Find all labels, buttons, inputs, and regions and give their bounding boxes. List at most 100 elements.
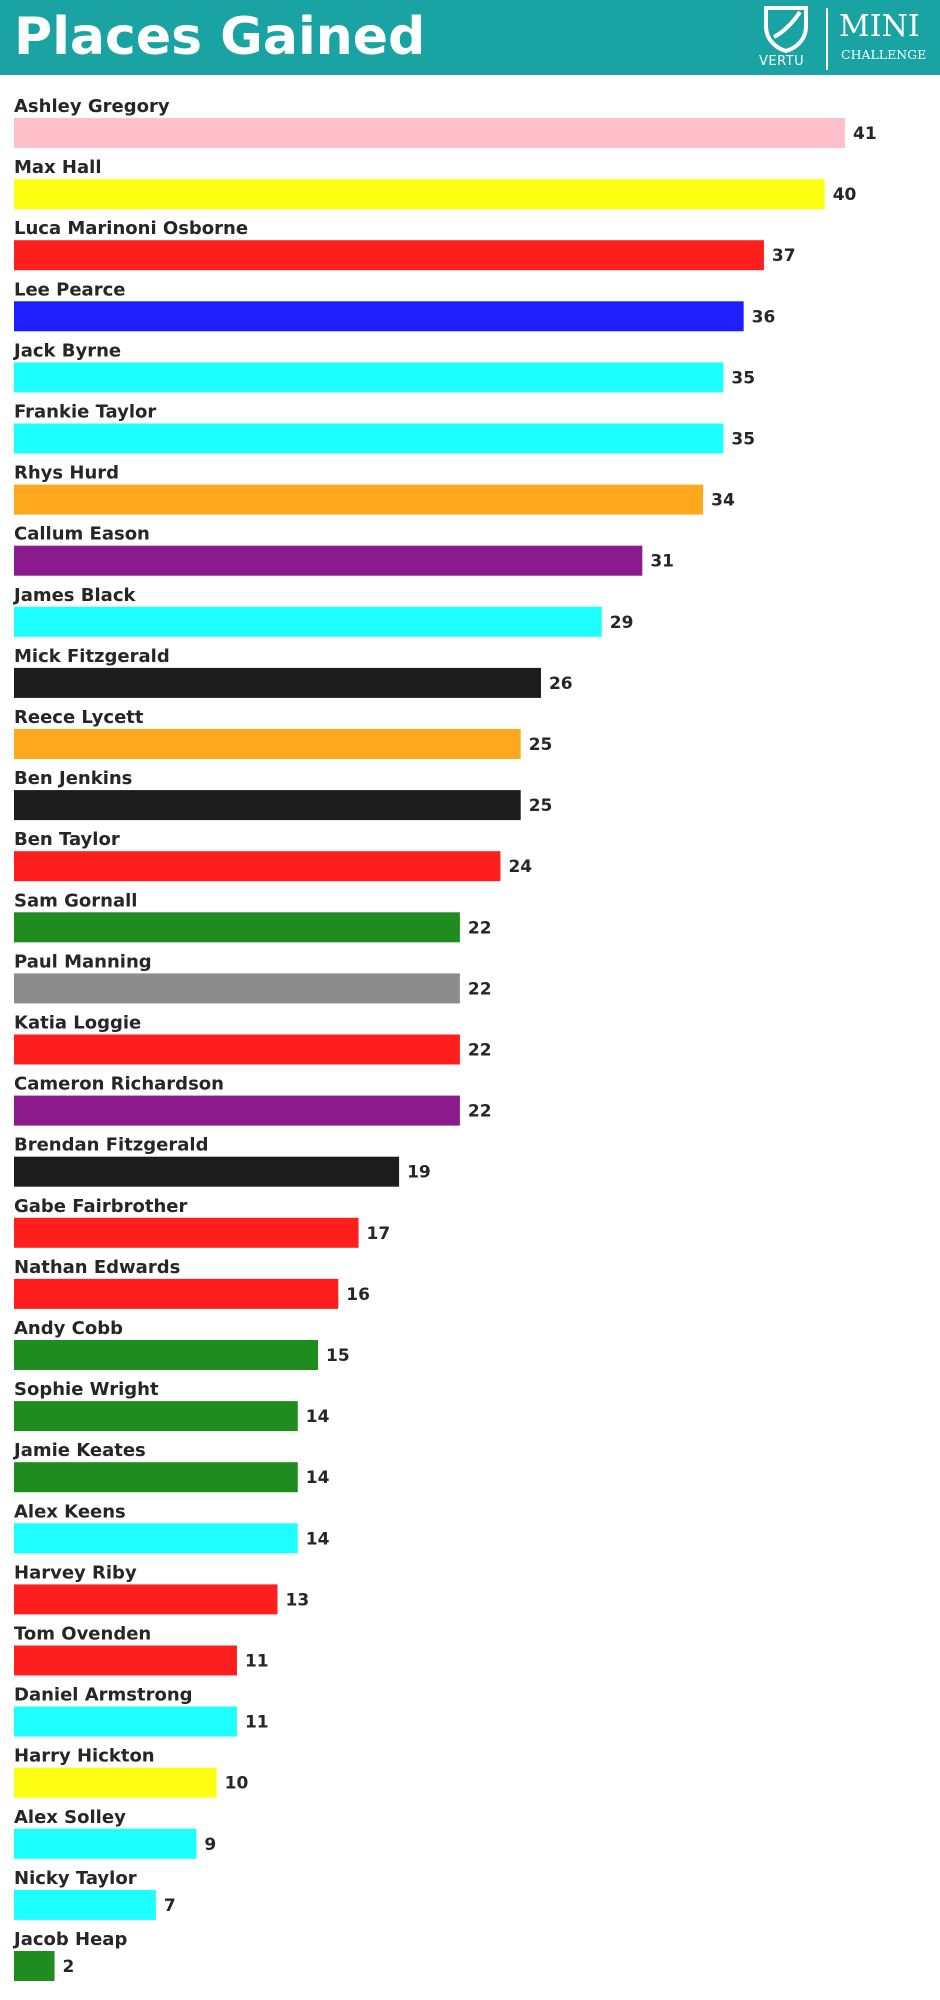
bar-value-label: 2 <box>63 1957 75 1977</box>
bar <box>14 1462 298 1493</box>
bar-label: Ben Jenkins <box>14 768 132 789</box>
bar <box>14 1889 156 1920</box>
bar-value-label: 34 <box>711 491 735 511</box>
bar-label: Jamie Keates <box>12 1440 146 1461</box>
bar-label: Andy Cobb <box>14 1318 123 1339</box>
bar-label: Daniel Armstrong <box>14 1685 193 1706</box>
bar-label: Frankie Taylor <box>14 402 156 423</box>
bar <box>14 1401 298 1432</box>
bar-value-label: 14 <box>306 1529 330 1549</box>
bar-label: Brendan Fitzgerald <box>14 1135 208 1156</box>
bar-value-label: 17 <box>367 1224 391 1244</box>
bar-value-label: 15 <box>326 1346 350 1366</box>
bar-value-label: 36 <box>752 307 776 327</box>
bar-value-label: 11 <box>245 1652 269 1672</box>
bar-value-label: 35 <box>731 430 755 450</box>
bar-label: Gabe Fairbrother <box>14 1196 187 1217</box>
bar <box>14 851 501 882</box>
bar-value-label: 25 <box>529 796 553 816</box>
bar-label: Katia Loggie <box>14 1013 141 1034</box>
bar-label: James Black <box>12 585 136 606</box>
chart-header: Places Gained VERTU MINI CHALLENGE <box>0 0 940 75</box>
bar-value-label: 29 <box>610 613 634 633</box>
bar <box>14 1706 237 1737</box>
bar <box>14 973 460 1004</box>
challenge-text: CHALLENGE <box>841 47 927 62</box>
bar-label: Sam Gornall <box>14 890 137 911</box>
bar <box>14 1156 400 1187</box>
bar <box>14 1217 359 1248</box>
bar-value-label: 22 <box>468 918 492 938</box>
bar <box>14 667 541 698</box>
bar-value-label: 19 <box>407 1163 431 1183</box>
bar <box>14 606 602 637</box>
mini-text: MINI <box>839 9 920 44</box>
bar-value-label: 25 <box>529 735 553 755</box>
bar-label: Alex Solley <box>14 1807 126 1828</box>
bar <box>14 1095 460 1126</box>
bar <box>14 1951 55 1981</box>
bar-label: Max Hall <box>14 157 102 178</box>
vertu-mini-challenge-logo: VERTU MINI CHALLENGE <box>755 4 935 72</box>
bar-label: Ashley Gregory <box>14 96 170 117</box>
bar <box>14 912 460 943</box>
bar-label: Luca Marinoni Osborne <box>14 218 248 239</box>
bar-value-label: 7 <box>164 1896 176 1916</box>
bar-value-label: 11 <box>245 1713 269 1733</box>
bar-value-label: 10 <box>225 1774 249 1794</box>
bar <box>14 1523 298 1554</box>
bar <box>14 729 521 759</box>
chart-title: Places Gained <box>14 7 426 67</box>
bar-value-label: 13 <box>285 1590 309 1610</box>
bar-label: Jacob Heap <box>12 1929 127 1950</box>
bar-label: Rhys Hurd <box>14 463 119 484</box>
bar-label: Nicky Taylor <box>14 1868 137 1889</box>
vertu-brand-text: VERTU <box>759 54 805 69</box>
bar-value-label: 14 <box>306 1468 330 1488</box>
vertu-shield-icon <box>764 6 808 54</box>
bar-value-label: 14 <box>306 1407 330 1427</box>
bar <box>14 484 704 515</box>
bar-value-label: 40 <box>833 185 857 205</box>
bar-label: Callum Eason <box>14 524 150 545</box>
bar <box>14 545 643 576</box>
bar <box>14 1767 217 1798</box>
bar <box>14 240 764 271</box>
bar-label: Alex Keens <box>14 1501 126 1522</box>
bar-value-label: 22 <box>468 979 492 999</box>
bar <box>14 1828 197 1859</box>
bar-label: Harvey Riby <box>14 1562 137 1583</box>
bar <box>14 179 825 210</box>
bar-value-label: 31 <box>650 552 674 572</box>
vertu-logo: VERTU <box>755 4 817 72</box>
bar <box>14 1645 237 1676</box>
bar-value-label: 22 <box>468 1041 492 1061</box>
bar-label: Ben Taylor <box>14 829 120 850</box>
bar-value-label: 22 <box>468 1102 492 1122</box>
bar-label: Sophie Wright <box>14 1379 159 1400</box>
bar-label: Paul Manning <box>14 951 152 972</box>
bar <box>14 118 845 148</box>
bar-label: Reece Lycett <box>14 707 144 728</box>
bar <box>14 423 724 454</box>
bar <box>14 362 724 393</box>
bar-label: Cameron Richardson <box>14 1074 224 1095</box>
bar-value-label: 9 <box>204 1835 216 1855</box>
bar-label: Mick Fitzgerald <box>14 646 170 667</box>
bar <box>14 301 744 332</box>
bar <box>14 790 521 821</box>
bar-label: Harry Hickton <box>14 1746 155 1767</box>
bar-value-label: 26 <box>549 674 573 694</box>
bar-label: Lee Pearce <box>14 279 125 300</box>
bar <box>14 1584 278 1615</box>
bar-value-label: 16 <box>346 1285 370 1305</box>
bar-value-label: 24 <box>508 857 532 877</box>
logo-divider <box>826 8 828 70</box>
bar-value-label: 35 <box>731 368 755 388</box>
bar-label: Nathan Edwards <box>14 1257 180 1278</box>
bar-value-label: 41 <box>853 124 877 144</box>
bar-label: Tom Ovenden <box>14 1624 151 1645</box>
bar <box>14 1034 460 1065</box>
bar-label: Jack Byrne <box>12 340 121 361</box>
